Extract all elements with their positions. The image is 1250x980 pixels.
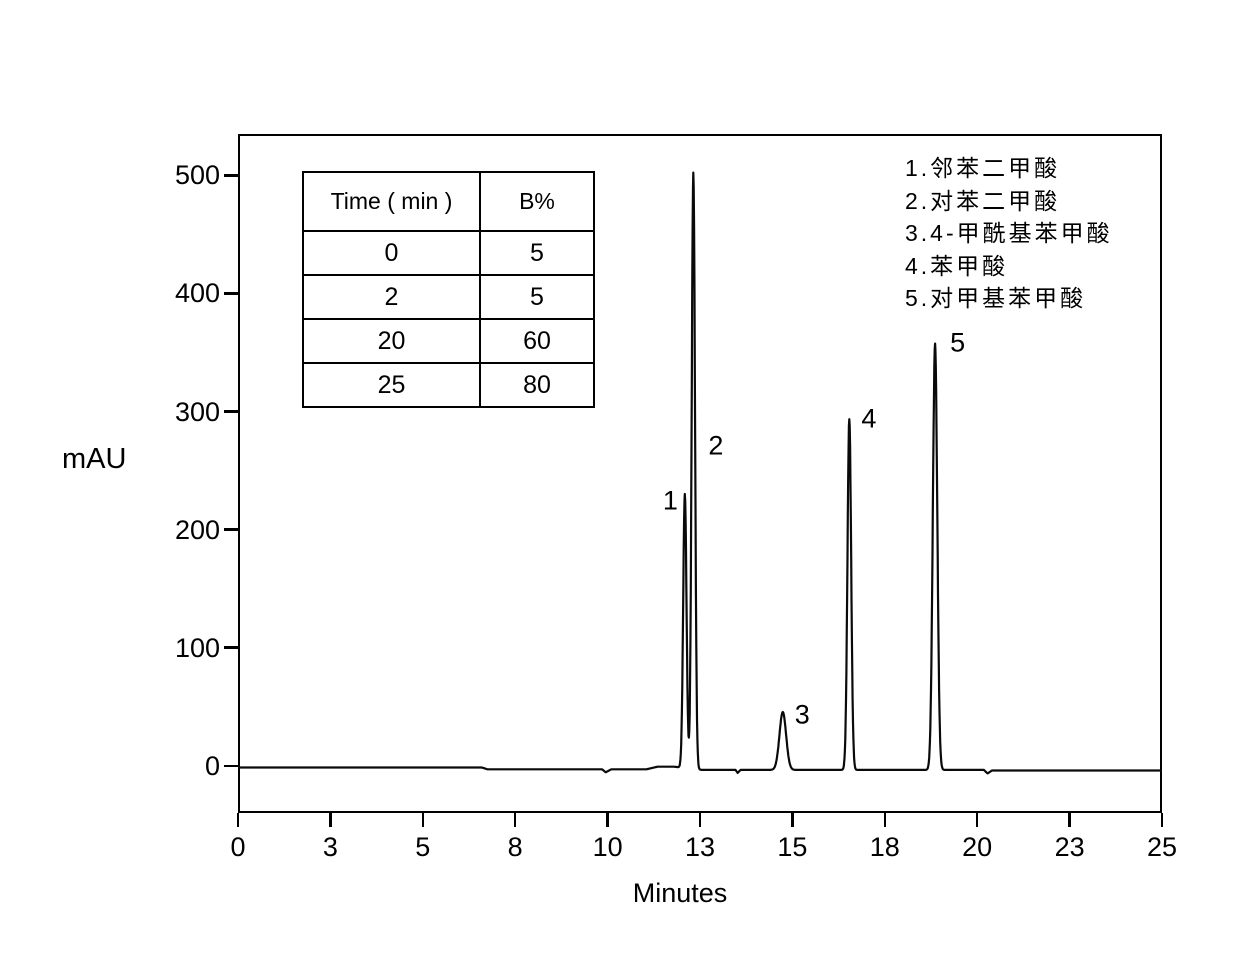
trace-path — [237, 171, 1163, 775]
legend-item: 3.4-甲酰基苯甲酸 — [905, 220, 1113, 246]
gradient-table-row: 20 60 — [302, 318, 595, 364]
y-tick-label: 0 — [204, 750, 220, 781]
x-tick — [791, 813, 794, 827]
x-tick — [883, 813, 887, 827]
y-tick-label: 300 — [174, 396, 220, 427]
x-tick-label: 0 — [230, 832, 246, 862]
x-tick-label: 18 — [869, 832, 900, 862]
x-tick-label: 8 — [507, 832, 523, 862]
y-tick — [224, 292, 238, 295]
x-tick-label: 13 — [684, 832, 716, 862]
gradient-table-header-row: Time ( min ) B% — [302, 171, 595, 232]
x-tick — [513, 813, 517, 827]
x-tick-label: 5 — [415, 832, 431, 862]
gradient-table-cell: 20 — [302, 318, 481, 364]
y-tick — [224, 646, 238, 649]
gradient-table-cell: 80 — [479, 362, 595, 408]
x-tick — [975, 813, 979, 827]
x-tick-label: 25 — [1146, 832, 1178, 862]
peak-label-5: 5 — [950, 327, 966, 358]
y-tick — [224, 528, 238, 531]
legend-item: 5.对甲基苯甲酸 — [905, 285, 1087, 311]
legend-item: 2.对苯二甲酸 — [905, 187, 1061, 214]
y-tick-label: 100 — [174, 632, 220, 663]
peak-label-4: 4 — [861, 403, 877, 434]
legend-item: 4.苯甲酸 — [905, 252, 1009, 279]
y-tick — [224, 764, 238, 767]
x-tick — [329, 813, 332, 827]
x-tick — [236, 813, 240, 827]
y-tick-label: 400 — [174, 278, 220, 309]
x-tick — [1068, 813, 1071, 827]
x-tick — [421, 813, 425, 827]
gradient-table-cell: 2 — [302, 274, 481, 320]
peak-label-3: 3 — [794, 699, 810, 730]
x-tick-label: 23 — [1054, 832, 1085, 862]
gradient-table-cell: 5 — [479, 274, 595, 320]
legend-item: 1.邻苯二甲酸 — [905, 155, 1061, 181]
x-tick-label: 3 — [322, 832, 338, 862]
y-axis-title: mAU — [62, 443, 127, 475]
x-tick-label: 15 — [777, 832, 808, 862]
peak-label-1: 1 — [662, 485, 678, 516]
gradient-table-cell: 25 — [302, 362, 481, 408]
y-tick-label: 500 — [174, 160, 220, 191]
y-tick — [224, 174, 238, 177]
x-tick — [606, 813, 609, 827]
gradient-table-cell: 5 — [479, 230, 595, 276]
gradient-table: Time ( min ) B% 0 5 2 5 20 60 25 80 — [302, 171, 595, 408]
x-axis-title: Minutes — [632, 878, 728, 908]
x-tick-label: 10 — [592, 832, 623, 862]
y-tick — [224, 410, 238, 413]
gradient-table-header-time: Time ( min ) — [302, 171, 481, 232]
gradient-table-header-b: B% — [479, 171, 595, 232]
peak-legend: 1.邻苯二甲酸 2.对苯二甲酸 3.4-甲酰基苯甲酸 4.苯甲酸 5.对甲基苯甲酸 — [905, 152, 1113, 315]
gradient-table-cell: 0 — [302, 230, 481, 276]
gradient-table-row: 25 80 — [302, 362, 595, 408]
x-tick — [698, 813, 702, 827]
peak-label-2: 2 — [708, 430, 724, 461]
y-tick-label: 200 — [174, 514, 220, 545]
gradient-table-cell: 60 — [479, 318, 595, 364]
plot-frame — [238, 134, 1162, 813]
x-tick-label: 20 — [962, 832, 993, 862]
x-tick — [1160, 813, 1164, 827]
